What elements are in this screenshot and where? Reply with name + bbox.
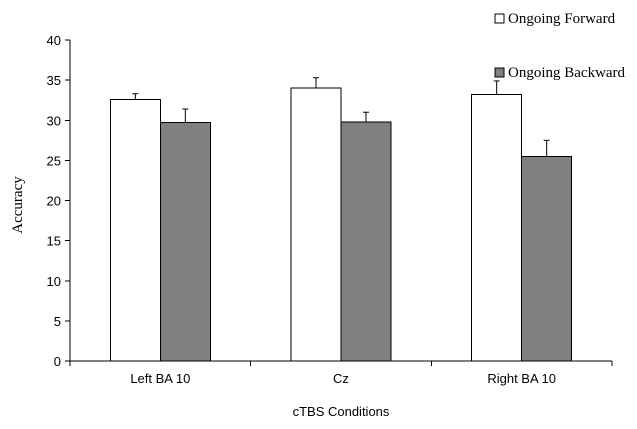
legend-label: Ongoing Backward bbox=[508, 65, 626, 81]
y-tick-label: 10 bbox=[47, 274, 61, 289]
x-ticks: Left BA 10 Cz Right BA 10 bbox=[69, 361, 613, 386]
plot-area: 0 5 10 15 20 25 30 35 40 Left BA 10 Cz Right BA 10 bbox=[47, 33, 613, 386]
legend-swatch bbox=[494, 13, 505, 24]
x-tick-label: Cz bbox=[333, 371, 349, 386]
legend-label: Ongoing Forward bbox=[508, 11, 616, 27]
y-tick-label: 35 bbox=[47, 73, 61, 88]
x-tick-label: Left BA 10 bbox=[130, 371, 190, 386]
y-ticks: 0 5 10 15 20 25 30 35 40 bbox=[47, 33, 70, 369]
y-axis-label: Accuracy bbox=[10, 176, 26, 234]
bar bbox=[109, 98, 161, 362]
y-tick-label: 15 bbox=[47, 234, 61, 249]
x-tick-label: Right BA 10 bbox=[487, 371, 556, 386]
y-tick-label: 20 bbox=[47, 194, 61, 209]
bars bbox=[109, 77, 573, 362]
bar bbox=[159, 122, 211, 362]
x-axis-label: cTBS Conditions bbox=[293, 404, 390, 419]
bar bbox=[340, 121, 392, 362]
legend: Ongoing Forward Ongoing Backward bbox=[494, 11, 626, 81]
y-tick-label: 40 bbox=[47, 33, 61, 48]
legend-swatch bbox=[494, 67, 505, 78]
y-tick-label: 5 bbox=[54, 314, 61, 329]
y-tick-label: 0 bbox=[54, 354, 61, 369]
bar bbox=[521, 155, 573, 362]
bar bbox=[290, 87, 342, 362]
y-tick-label: 25 bbox=[47, 153, 61, 168]
y-tick-label: 30 bbox=[47, 113, 61, 128]
bar bbox=[471, 94, 523, 362]
